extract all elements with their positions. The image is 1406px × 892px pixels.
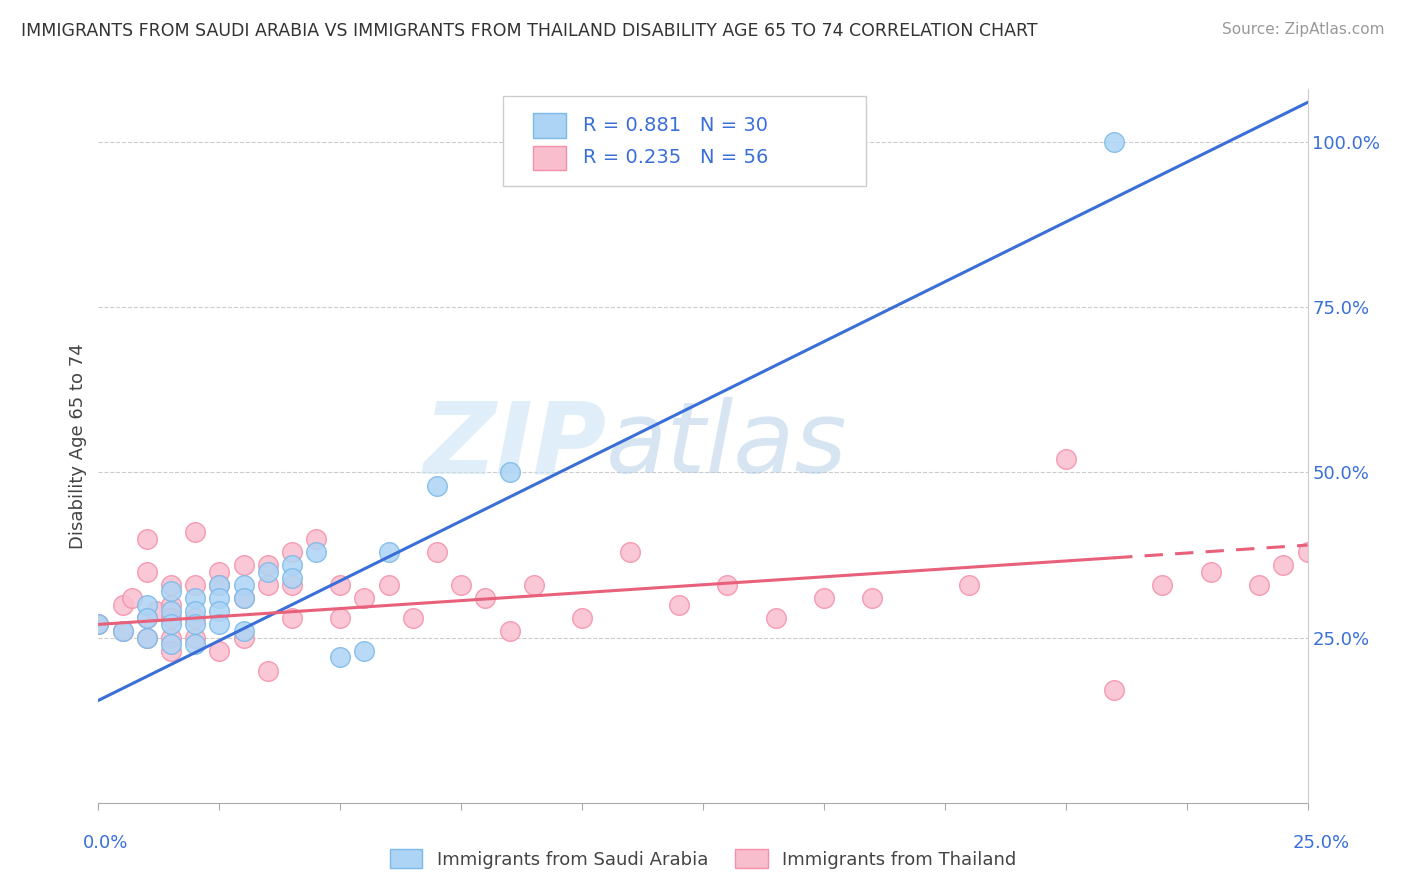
Point [571, 611, 593, 625]
FancyBboxPatch shape [533, 113, 567, 137]
Point [402, 611, 425, 625]
Text: R = 0.235   N = 56: R = 0.235 N = 56 [583, 148, 769, 167]
Text: Source: ZipAtlas.com: Source: ZipAtlas.com [1222, 22, 1385, 37]
Point [498, 466, 520, 480]
Point [256, 578, 278, 592]
Point [1152, 578, 1174, 592]
Point [1054, 452, 1077, 467]
Point [208, 578, 231, 592]
Point [377, 578, 399, 592]
Point [523, 578, 546, 592]
Point [184, 611, 207, 625]
Point [474, 591, 496, 605]
Point [353, 644, 375, 658]
Text: 0.0%: 0.0% [83, 834, 128, 852]
Point [256, 664, 278, 678]
Point [281, 571, 304, 585]
Text: atlas: atlas [606, 398, 848, 494]
Point [208, 578, 231, 592]
Point [813, 591, 835, 605]
Point [1102, 135, 1125, 149]
Point [145, 604, 167, 618]
Point [232, 591, 254, 605]
Point [160, 598, 183, 612]
Point [1296, 545, 1319, 559]
Point [184, 617, 207, 632]
Point [184, 604, 207, 618]
Point [208, 644, 231, 658]
Y-axis label: Disability Age 65 to 74: Disability Age 65 to 74 [69, 343, 87, 549]
Point [135, 598, 157, 612]
Point [184, 524, 207, 539]
Point [281, 578, 304, 592]
Point [208, 565, 231, 579]
Point [160, 611, 183, 625]
Point [232, 578, 254, 592]
Point [765, 611, 787, 625]
Legend: Immigrants from Saudi Arabia, Immigrants from Thailand: Immigrants from Saudi Arabia, Immigrants… [382, 842, 1024, 876]
Point [305, 545, 328, 559]
Point [208, 604, 231, 618]
Point [281, 611, 304, 625]
Point [160, 644, 183, 658]
Point [1199, 565, 1222, 579]
Point [329, 578, 352, 592]
Point [281, 558, 304, 572]
Point [232, 591, 254, 605]
Point [256, 558, 278, 572]
Point [208, 591, 231, 605]
Point [160, 578, 183, 592]
Point [1102, 683, 1125, 698]
Point [160, 584, 183, 599]
Point [232, 624, 254, 638]
FancyBboxPatch shape [503, 96, 866, 186]
Point [184, 591, 207, 605]
Point [377, 545, 399, 559]
Point [426, 478, 449, 492]
Point [87, 617, 110, 632]
Point [1272, 558, 1295, 572]
Point [208, 617, 231, 632]
Point [619, 545, 641, 559]
Point [135, 532, 157, 546]
Text: ZIP: ZIP [423, 398, 606, 494]
Point [135, 631, 157, 645]
Point [957, 578, 980, 592]
Point [121, 591, 143, 605]
Point [232, 558, 254, 572]
Point [498, 624, 520, 638]
Point [305, 532, 328, 546]
Point [87, 617, 110, 632]
Point [860, 591, 883, 605]
FancyBboxPatch shape [533, 145, 567, 169]
Point [329, 611, 352, 625]
Point [281, 545, 304, 559]
Point [450, 578, 472, 592]
Point [160, 637, 183, 651]
Point [668, 598, 690, 612]
Point [111, 624, 134, 638]
Point [184, 631, 207, 645]
Point [232, 631, 254, 645]
Point [353, 591, 375, 605]
Point [426, 545, 449, 559]
Text: IMMIGRANTS FROM SAUDI ARABIA VS IMMIGRANTS FROM THAILAND DISABILITY AGE 65 TO 74: IMMIGRANTS FROM SAUDI ARABIA VS IMMIGRAN… [21, 22, 1038, 40]
Point [716, 578, 738, 592]
Point [1249, 578, 1271, 592]
Point [329, 650, 352, 665]
Point [135, 631, 157, 645]
Point [135, 565, 157, 579]
Point [160, 617, 183, 632]
Point [160, 604, 183, 618]
Point [135, 611, 157, 625]
Text: R = 0.881   N = 30: R = 0.881 N = 30 [583, 116, 768, 135]
Point [135, 611, 157, 625]
Text: 25.0%: 25.0% [1294, 834, 1350, 852]
Point [184, 637, 207, 651]
Point [184, 578, 207, 592]
Point [111, 624, 134, 638]
Point [160, 631, 183, 645]
Point [256, 565, 278, 579]
Point [111, 598, 134, 612]
